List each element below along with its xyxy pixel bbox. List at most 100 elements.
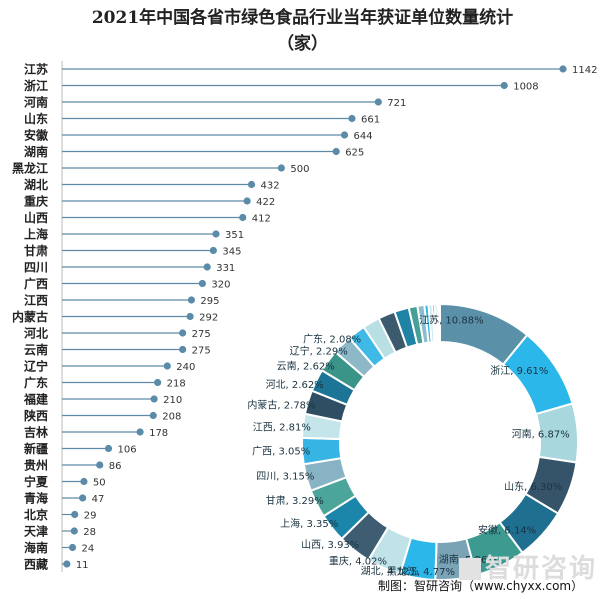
lollipop-dot	[63, 560, 71, 568]
slice-label: 广西, 3.05%	[252, 446, 310, 458]
slice-label: 四川, 3.15%	[256, 472, 314, 483]
value-label: 28	[83, 527, 96, 538]
category-label: 山西	[24, 210, 48, 225]
slice-label: 江西, 2.81%	[253, 422, 311, 434]
slice-label: 甘肃, 3.29%	[266, 494, 324, 507]
value-label: 351	[225, 230, 244, 241]
category-label: 广东	[24, 375, 48, 390]
lollipop-dot	[104, 444, 113, 453]
value-label: 178	[149, 428, 168, 439]
category-label: 重庆	[24, 194, 48, 209]
slice-label: 上海, 3.35%	[280, 517, 338, 530]
slice-label: 安徽, 6.14%	[478, 523, 536, 536]
lollipop-dot	[163, 362, 171, 370]
category-label: 广西	[24, 276, 48, 291]
lollipop-dot	[186, 312, 194, 321]
value-label: 295	[200, 296, 219, 307]
slice-label: 辽宁, 2.29%	[290, 344, 348, 357]
category-label: 辽宁	[24, 359, 48, 374]
value-label: 721	[387, 98, 406, 109]
lollipop-dot	[500, 81, 508, 90]
lollipop-dot	[179, 345, 187, 354]
lollipop-dot	[80, 477, 88, 486]
lollipop-dot	[136, 428, 144, 436]
lollipop-dot	[71, 510, 79, 519]
value-label: 331	[216, 263, 235, 274]
category-label: 山东	[24, 111, 48, 126]
slice-label: 河南, 6.87%	[512, 427, 570, 440]
category-label: 内蒙古	[12, 309, 48, 324]
category-label: 湖南	[24, 144, 48, 159]
category-label: 浙江	[24, 78, 48, 93]
category-label: 河南	[23, 95, 48, 110]
lollipop-dot	[209, 246, 217, 255]
category-label: 上海	[24, 227, 48, 242]
lollipop-dot	[559, 65, 567, 73]
value-label: 50	[93, 478, 106, 489]
value-label: 412	[252, 214, 271, 225]
category-label: 陕西	[24, 408, 48, 423]
source-note: 制图：智研咨询（www.chyxx.com）	[378, 579, 584, 593]
category-label: 宁夏	[24, 474, 49, 489]
value-label: 275	[192, 329, 211, 340]
slice-label: 黑龙江, 4.77%	[387, 565, 455, 578]
slice-label: 山东, 6.30%	[504, 480, 562, 493]
slice-label: 内蒙古, 2.78%	[247, 398, 315, 411]
category-label: 黑龙江	[12, 161, 48, 176]
lollipop-dot	[332, 147, 340, 156]
lollipop-dot	[154, 378, 162, 387]
lollipop-dot	[70, 527, 78, 535]
slice-label: 重庆, 4.02%	[329, 555, 387, 568]
value-label: 625	[345, 148, 364, 159]
value-label: 208	[162, 412, 181, 423]
value-label: 210	[163, 395, 182, 406]
value-label: 661	[361, 115, 380, 126]
lollipop-dot	[277, 164, 285, 172]
lollipop-chart: 江苏 1142 浙江 1008 河南 721 山东 661 安徽 644 湖南 625 黑龙江 500 湖北…	[12, 61, 597, 572]
lollipop-dot	[212, 230, 220, 238]
lollipop-dot	[187, 296, 196, 304]
value-label: 47	[92, 494, 105, 505]
lollipop-dot	[149, 411, 157, 420]
category-label: 甘肃	[24, 243, 48, 258]
lollipop-dot	[247, 180, 256, 189]
slice-label: 河北, 2.62%	[266, 379, 324, 391]
category-label: 河北	[23, 326, 48, 341]
value-label: 275	[192, 346, 211, 357]
category-label: 湖北	[24, 177, 48, 192]
category-label: 西藏	[24, 557, 48, 572]
lollipop-dot	[243, 197, 251, 205]
lollipop-dot	[79, 494, 87, 502]
slice-label: 山西, 3.93%	[301, 539, 359, 551]
value-label: 500	[290, 164, 309, 175]
value-label: 218	[167, 379, 186, 390]
watermark-text: 智研咨询	[484, 554, 597, 584]
value-label: 292	[199, 313, 218, 324]
value-label: 106	[118, 445, 137, 456]
category-label: 安徽	[24, 128, 49, 143]
category-label: 江苏	[24, 62, 48, 77]
category-label: 福建	[23, 392, 49, 407]
slice-label: 广东, 2.08%	[303, 333, 361, 346]
lollipop-dot	[340, 131, 349, 139]
category-label: 吉林	[24, 425, 48, 440]
category-label: 四川	[24, 261, 48, 275]
value-label: 24	[82, 544, 95, 555]
lollipop-dot	[239, 213, 247, 222]
value-label: 320	[211, 280, 230, 291]
lollipop-dot	[203, 263, 211, 271]
category-label: 海南	[24, 540, 48, 555]
chart-title: 2021年中国各省市绿色食品行业当年获证单位数量统计	[91, 8, 514, 28]
value-label: 345	[222, 247, 241, 258]
slice-label: 湖北, 4.12%	[361, 565, 419, 577]
lollipop-dot	[68, 543, 77, 552]
category-label: 新疆	[24, 441, 48, 456]
category-label: 北京	[24, 507, 48, 522]
watermark-logo: 智研咨询	[458, 548, 597, 585]
pie-slice	[438, 302, 441, 344]
value-label: 1142	[572, 65, 597, 76]
value-label: 29	[84, 511, 97, 522]
chart-subtitle: （家）	[277, 34, 328, 54]
donut-chart: 江苏, 10.88% 浙江, 9.61% 河南, 6.87% 山东, 6.30% 安徽,…	[247, 302, 579, 581]
